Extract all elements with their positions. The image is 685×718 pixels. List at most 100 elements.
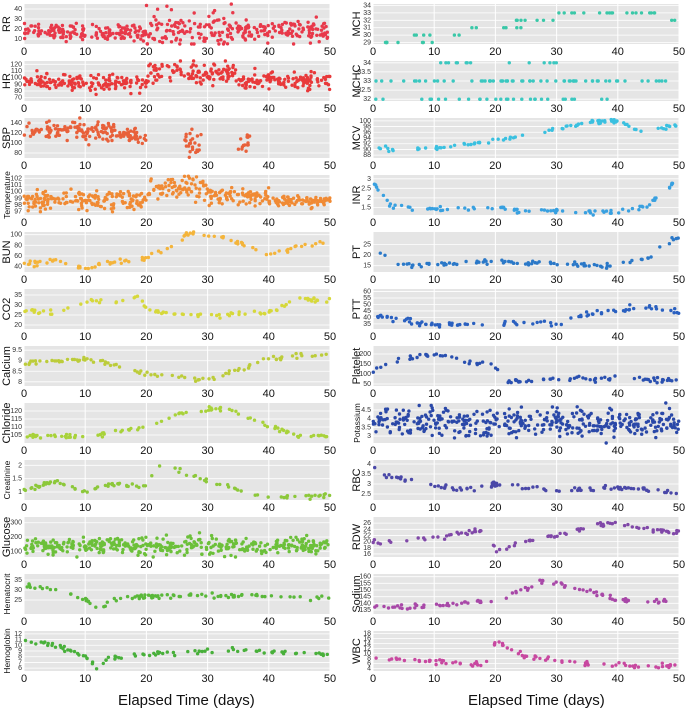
data-point: [65, 545, 69, 549]
data-point: [173, 312, 177, 316]
data-point: [200, 552, 204, 556]
data-point: [233, 538, 238, 542]
data-point: [612, 486, 617, 490]
data-point: [527, 209, 531, 213]
data-point: [576, 488, 580, 493]
data-point: [408, 316, 413, 321]
data-point: [145, 370, 149, 374]
y-tick-label: 120: [10, 408, 22, 415]
data-point: [557, 378, 561, 382]
data-point: [592, 424, 597, 428]
data-point: [178, 549, 182, 553]
data-point: [224, 371, 228, 375]
data-point: [658, 245, 662, 249]
y-tick-label: 12: [363, 646, 371, 653]
data-point: [550, 405, 555, 409]
data-point: [259, 29, 263, 33]
data-point: [78, 116, 82, 120]
data-point: [605, 418, 610, 423]
data-point: [322, 492, 326, 497]
data-point: [303, 242, 307, 247]
data-point: [264, 550, 268, 555]
data-point: [434, 662, 438, 667]
data-point: [237, 83, 241, 87]
data-point: [243, 312, 247, 316]
data-point: [185, 181, 189, 185]
x-tick-label: 30: [201, 616, 213, 628]
x-tick-label: 0: [370, 46, 376, 58]
data-point: [320, 24, 324, 28]
data-point: [33, 308, 37, 312]
data-point: [231, 542, 236, 546]
data-point: [545, 419, 549, 423]
data-point: [247, 30, 252, 34]
data-point: [654, 305, 658, 309]
data-point: [371, 419, 375, 424]
data-point: [624, 412, 629, 417]
data-point: [80, 489, 85, 494]
data-point: [156, 249, 161, 253]
data-point: [455, 530, 459, 534]
y-tick-label: 100: [10, 189, 22, 196]
data-point: [450, 419, 454, 423]
data-point: [114, 301, 118, 305]
y-tick-label: 101: [10, 182, 22, 189]
data-point: [539, 320, 543, 324]
data-point: [599, 312, 604, 316]
data-point: [64, 39, 68, 44]
data-point: [654, 597, 659, 602]
data-point: [413, 657, 417, 662]
data-point: [475, 419, 479, 423]
data-point: [190, 72, 195, 76]
data-point: [66, 126, 70, 130]
x-tick-label: 20: [140, 331, 152, 343]
data-point: [653, 378, 657, 383]
data-point: [218, 405, 223, 410]
data-point: [266, 495, 270, 499]
data-point: [137, 550, 141, 554]
data-point: [138, 135, 142, 139]
data-point: [255, 27, 259, 32]
data-point: [107, 78, 111, 82]
data-point: [325, 300, 329, 304]
data-point: [507, 61, 511, 65]
data-point: [75, 130, 79, 135]
data-point: [433, 207, 437, 211]
data-point: [81, 540, 86, 544]
y-tick-label: 100: [359, 371, 371, 378]
data-point: [95, 485, 100, 489]
data-point: [305, 196, 309, 200]
data-point: [240, 242, 245, 247]
data-point: [269, 252, 273, 256]
data-point: [101, 137, 105, 141]
data-point: [80, 204, 84, 208]
data-point: [202, 198, 207, 202]
data-point: [187, 19, 191, 23]
data-point: [469, 142, 473, 147]
data-point: [104, 126, 109, 130]
data-point: [35, 127, 39, 132]
data-point: [294, 535, 298, 539]
data-point: [442, 79, 446, 83]
data-point: [584, 79, 588, 83]
data-point: [418, 419, 423, 423]
data-point: [189, 42, 194, 46]
data-point: [496, 137, 500, 141]
data-point: [301, 548, 305, 553]
y-tick-label: 12: [14, 631, 22, 638]
data-point: [135, 193, 139, 197]
data-point: [412, 420, 416, 424]
data-point: [264, 193, 268, 197]
data-point: [295, 548, 299, 552]
data-point: [295, 356, 299, 360]
data-point: [41, 641, 46, 645]
data-point: [386, 606, 391, 610]
data-point: [113, 128, 117, 132]
data-point: [263, 594, 267, 599]
x-tick-label: 10: [79, 445, 91, 457]
data-point: [186, 174, 191, 178]
data-point: [391, 422, 395, 426]
data-point: [77, 207, 81, 212]
data-point: [400, 606, 404, 611]
data-point: [567, 79, 571, 83]
